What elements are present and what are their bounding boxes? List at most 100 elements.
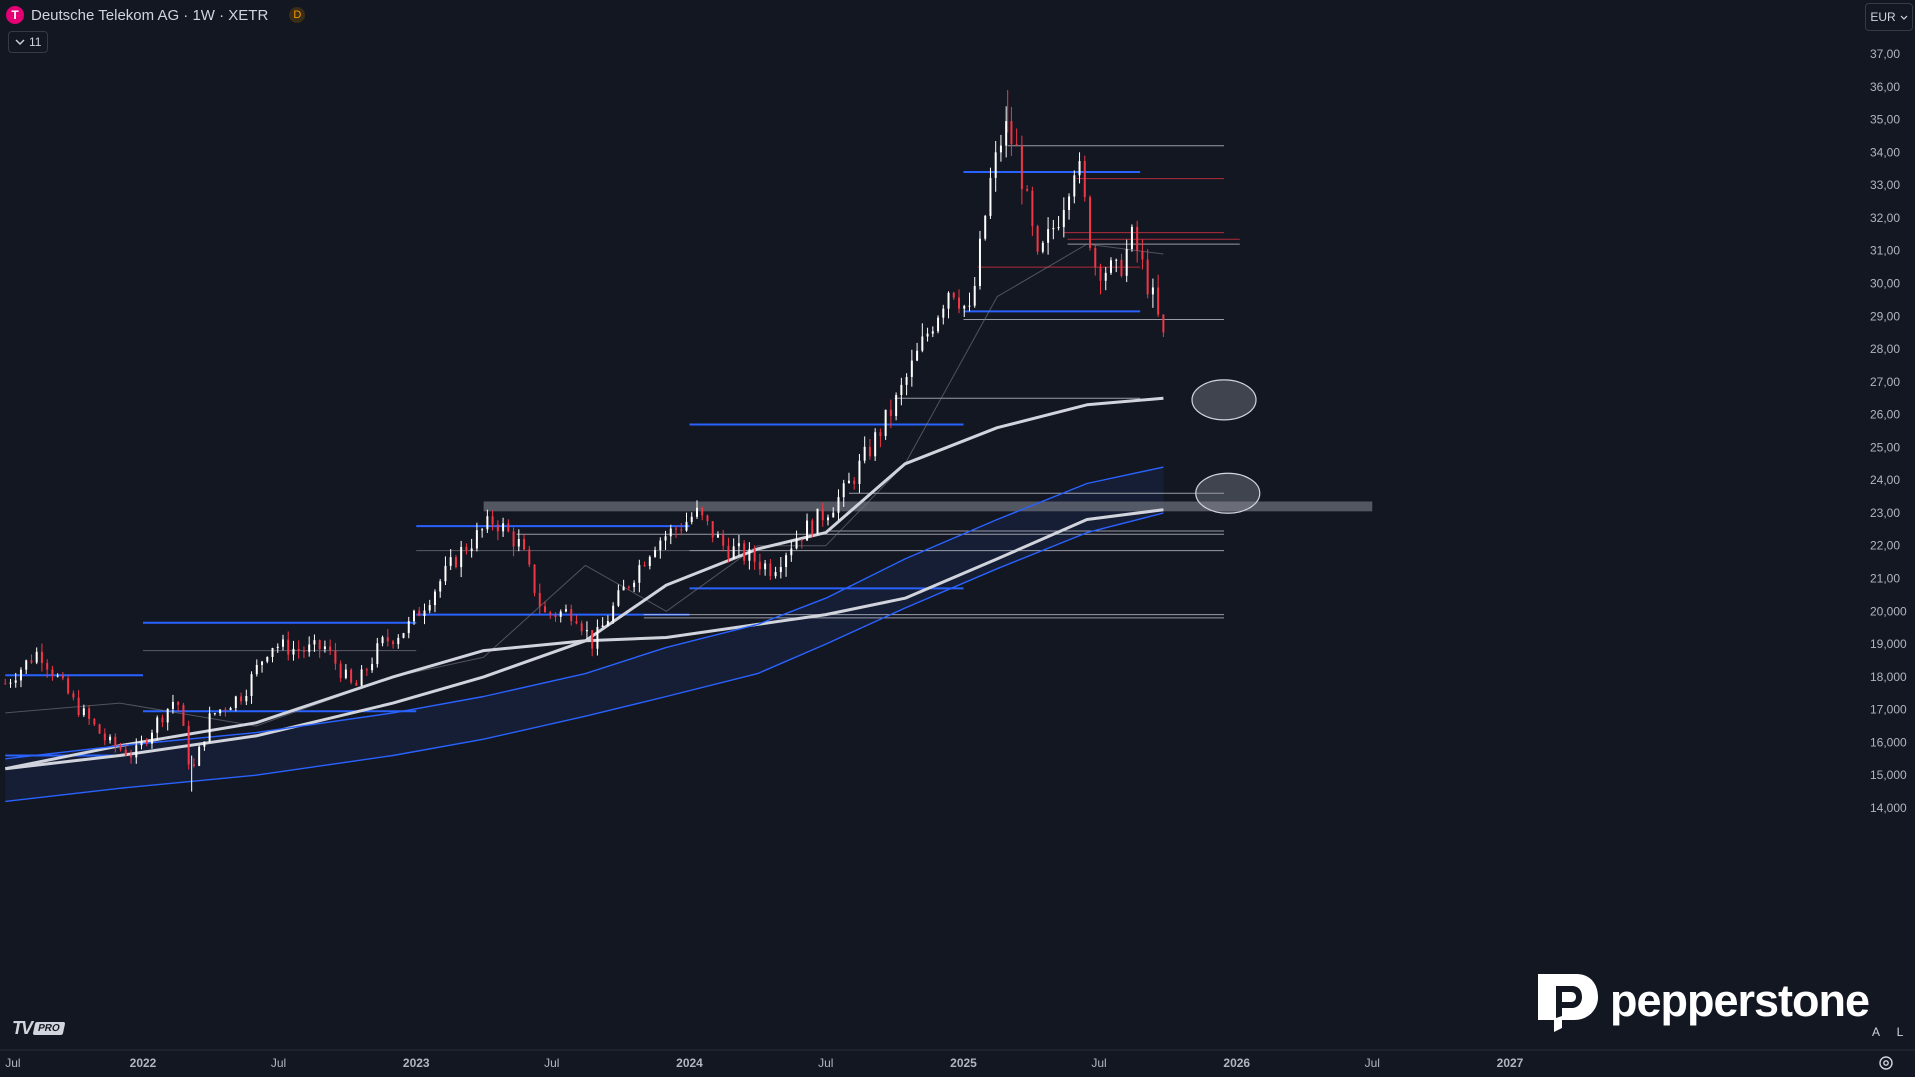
- candle-body: [502, 523, 505, 532]
- candle-body: [25, 660, 28, 670]
- candle-body: [559, 611, 562, 617]
- candle-body: [1031, 190, 1034, 227]
- candle-body: [1078, 161, 1081, 176]
- candle-body: [1146, 259, 1149, 295]
- y-tick-label: 25,00: [1870, 440, 1900, 454]
- candle-body: [67, 678, 70, 694]
- candle-body: [344, 669, 347, 679]
- pro-badge: PRO: [32, 1022, 66, 1035]
- candle-body: [826, 517, 829, 521]
- y-tick-label: 30,00: [1870, 276, 1900, 290]
- tradingview-logo[interactable]: TV PRO: [12, 1018, 66, 1039]
- candle-body: [171, 702, 174, 709]
- candle-body: [371, 664, 374, 671]
- candle-body: [407, 621, 410, 634]
- candle-body: [727, 545, 730, 559]
- candle-body: [921, 336, 924, 351]
- candle-body: [1005, 121, 1008, 146]
- candle-body: [905, 376, 908, 385]
- candle-body: [580, 623, 583, 632]
- delayed-data-badge[interactable]: D: [289, 7, 306, 23]
- candle-body: [470, 548, 473, 552]
- candle-body: [968, 305, 971, 307]
- candle-body: [931, 331, 934, 334]
- candle-body: [30, 660, 33, 663]
- candle-body: [779, 567, 782, 573]
- candle-body: [1104, 272, 1107, 281]
- candle-body: [984, 215, 987, 239]
- candle-body: [690, 516, 693, 522]
- candle-body: [82, 708, 85, 716]
- candle-body: [795, 539, 798, 549]
- candle-body: [1073, 175, 1076, 197]
- candle-body: [1162, 314, 1165, 333]
- candle-body: [952, 292, 955, 298]
- candle-body: [554, 614, 557, 617]
- y-tick-label: 33,00: [1870, 178, 1900, 192]
- candle-body: [1036, 226, 1039, 252]
- pepperstone-logo-icon: [1538, 974, 1598, 1032]
- x-tick-label: 2025: [950, 1056, 977, 1070]
- currency-value: EUR: [1870, 10, 1896, 24]
- candle-body: [685, 521, 688, 531]
- candle-body: [701, 507, 704, 516]
- candle-body: [868, 446, 871, 457]
- candle-body: [88, 708, 91, 719]
- candle-body: [124, 749, 127, 756]
- candle-body: [418, 610, 421, 617]
- candle-body: [994, 152, 997, 178]
- candle-body: [806, 520, 809, 541]
- candle-body: [302, 650, 305, 652]
- candle-body: [585, 630, 588, 632]
- candle-body: [947, 292, 950, 309]
- candle-body: [1094, 247, 1097, 268]
- candle-body: [4, 683, 7, 685]
- gear-icon[interactable]: [1877, 1054, 1895, 1072]
- candle-body: [350, 669, 353, 683]
- y-tick-label: 18,000: [1870, 670, 1907, 684]
- highlight-circle: [1191, 379, 1257, 421]
- candle-body: [549, 612, 552, 615]
- y-tick-label: 14,000: [1870, 801, 1907, 815]
- indicators-toggle-button[interactable]: 11: [8, 31, 49, 53]
- candle-body: [245, 695, 248, 702]
- candle-body: [292, 648, 295, 655]
- candle-body: [376, 643, 379, 665]
- candle-body: [706, 515, 709, 522]
- candle-body: [56, 675, 59, 677]
- candle-body: [963, 305, 966, 309]
- y-tick-label: 15,000: [1870, 768, 1907, 782]
- candle-body: [161, 717, 164, 723]
- ma-line: [5, 243, 1164, 727]
- candle-body: [748, 549, 751, 561]
- candle-body: [575, 621, 578, 624]
- candle-body: [51, 669, 54, 677]
- candle-body: [208, 713, 211, 742]
- candle-body: [439, 581, 442, 592]
- candle-body: [695, 507, 698, 517]
- currency-select[interactable]: EUR: [1865, 3, 1913, 31]
- log-scale-button[interactable]: L: [1896, 1025, 1904, 1039]
- price-axis-background: [1860, 0, 1915, 1077]
- candle-body: [276, 646, 279, 649]
- candle-body: [46, 663, 49, 670]
- auto-scale-button[interactable]: A: [1871, 1025, 1880, 1039]
- candle-body: [633, 582, 636, 588]
- candle-body: [297, 648, 300, 651]
- x-tick-label: Jul: [5, 1056, 20, 1070]
- candle-body: [622, 586, 625, 591]
- candle-body: [732, 546, 735, 559]
- candle-body: [764, 563, 767, 570]
- x-tick-label: 2027: [1497, 1056, 1524, 1070]
- tradingview-mark: TV: [12, 1018, 33, 1038]
- candles: [4, 90, 1165, 792]
- y-tick-label: 29,00: [1870, 309, 1900, 323]
- candle-body: [989, 177, 992, 216]
- candle-body: [177, 702, 180, 705]
- y-tick-label: 36,00: [1870, 80, 1900, 94]
- candle-body: [229, 708, 232, 711]
- candle-body: [606, 621, 609, 626]
- candle-body: [1026, 189, 1029, 191]
- symbol-title[interactable]: Deutsche Telekom AG · 1W · XETR: [31, 6, 269, 24]
